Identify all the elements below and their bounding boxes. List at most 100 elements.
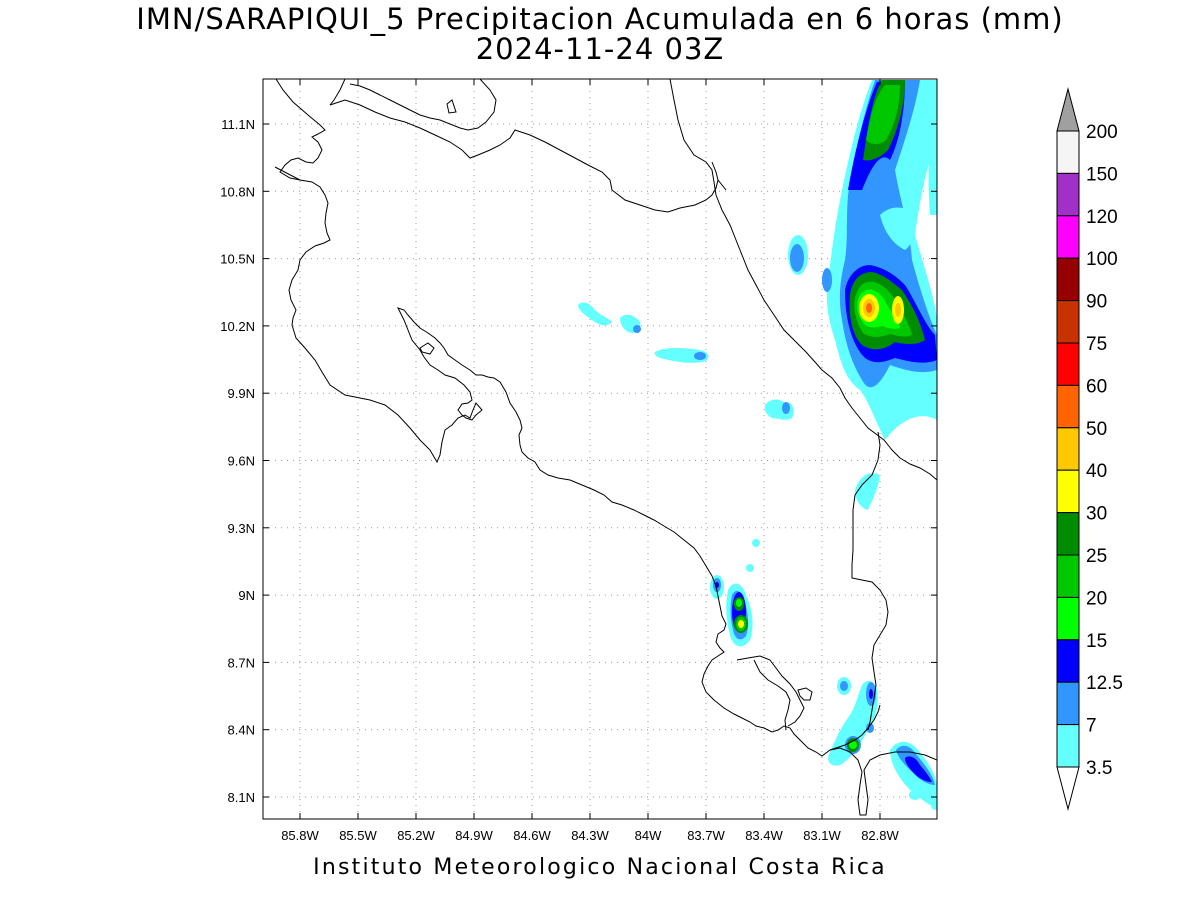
- colorbar-box: [1056, 724, 1080, 768]
- precip-area-cyan-2: [880, 207, 916, 250]
- precip-area-blue-3: [905, 756, 932, 782]
- precip-core-red: [866, 303, 872, 313]
- colorbar-label: 50: [1086, 419, 1107, 440]
- precip-cell-cyan-12: [909, 790, 921, 800]
- lat-tick-label: 10.8N: [220, 184, 255, 199]
- island-chira: [419, 342, 435, 355]
- precip-cell-lime-2: [849, 741, 857, 749]
- coastline-caribbean: [669, 79, 937, 481]
- precip-cell-lightblue-5: [782, 402, 790, 414]
- precip-area-green: [866, 85, 900, 145]
- precip-area-cyan-3: [855, 473, 880, 510]
- colorbar-label: 75: [1086, 334, 1107, 355]
- colorbar-box: [1056, 469, 1080, 514]
- precip-area-cyan-6: [828, 680, 878, 766]
- coastlines-and-borders: [274, 79, 937, 816]
- lon-tick-label: 84W: [635, 828, 662, 843]
- precip-cell-cyan-11: [931, 800, 937, 810]
- colorbar-box: [1056, 512, 1080, 556]
- precip-cell-cyan-7: [752, 539, 760, 547]
- precip-cell-yellow: [738, 620, 744, 628]
- map-gridlines: [263, 79, 937, 819]
- lat-tick-label: 9.6N: [228, 454, 255, 469]
- colorbar-label: 3.5: [1086, 758, 1112, 779]
- colorbar-box: [1056, 596, 1080, 641]
- chart-subtitle-datetime: 2024-11-24 03Z: [475, 32, 725, 66]
- precip-cell-cyan-5: [654, 348, 709, 363]
- colorbar-box: [1056, 681, 1080, 726]
- lon-tick-label: 82.8W: [861, 828, 899, 843]
- colorbar-box: [1056, 384, 1080, 429]
- colorbar-label: 120: [1086, 207, 1118, 228]
- colorbar-over-triangle: [1056, 87, 1080, 132]
- precip-cell-lightblue-7: [840, 681, 848, 691]
- precip-cell-lightblue: [790, 244, 804, 272]
- colorbar-label: 200: [1086, 122, 1118, 143]
- colorbar-label: 7: [1086, 716, 1097, 737]
- map-frame: [262, 78, 938, 820]
- lat-tick-label: 11.1N: [221, 117, 255, 132]
- colorbar-under-triangle: [1056, 766, 1080, 811]
- lat-tick-label: 9N: [238, 588, 255, 603]
- colorbar-label: 60: [1086, 376, 1107, 397]
- colorbar-label: 40: [1086, 461, 1107, 482]
- lon-tick-label: 85.8W: [281, 828, 319, 843]
- coastline-burica: [829, 704, 881, 751]
- colorbar-legend: 200 150 120 100 90 75 60 50 40 30 25 20 15 12.5 7 3.5: [1056, 87, 1123, 811]
- lon-tick-label: 84.9W: [455, 828, 493, 843]
- precip-cell-lime: [736, 599, 742, 607]
- colorbar-box: [1056, 427, 1080, 471]
- colorbar-box: [1056, 554, 1080, 598]
- coastline-nicaragua-lake: [329, 79, 497, 131]
- lon-tick-label: 85.5W: [339, 828, 377, 843]
- precip-cell-lightblue-2: [822, 268, 832, 292]
- precip-area-cyan-4: [928, 140, 937, 215]
- colorbar-label: 30: [1086, 504, 1107, 525]
- lat-tick-label: 9.9N: [228, 386, 255, 401]
- border-nicaragua: [274, 99, 727, 213]
- lon-tick-label: 84.3W: [571, 828, 609, 843]
- coastline-pacific: [275, 79, 937, 816]
- precip-cell-cyan-8: [746, 564, 754, 572]
- border-panama: [851, 431, 889, 731]
- colorbar-label: 150: [1086, 164, 1118, 185]
- lat-tick-label: 9.3N: [228, 521, 255, 536]
- precipitation-field: [578, 80, 937, 810]
- precip-cell-lightblue-9: [866, 723, 874, 733]
- coastline-osa-inner: [753, 659, 791, 731]
- lat-tick-label: 8.4N: [228, 723, 255, 738]
- lon-tick-label: 84.6W: [513, 828, 551, 843]
- colorbar-label: 20: [1086, 588, 1107, 609]
- longitude-axis: 85.8W 85.5W 85.2W 84.9W 84.6W 84.3W 84W 83.7W 83…: [281, 79, 900, 843]
- lat-tick-label: 8.1N: [228, 790, 255, 805]
- lat-tick-label: 10.5N: [220, 252, 255, 267]
- colorbar-box: [1056, 342, 1080, 386]
- lon-tick-label: 85.2W: [397, 828, 435, 843]
- colorbar-label: 15: [1086, 631, 1107, 652]
- precip-cell-cyan-3: [578, 302, 612, 326]
- colorbar-box: [1056, 257, 1080, 302]
- precip-core-orange-2: [895, 303, 901, 317]
- coastline-caribbean-north: [711, 161, 719, 181]
- chart-title: IMN/SARAPIQUI_5 Precipitacion Acumulada …: [136, 2, 1064, 36]
- lat-tick-label: 8.7N: [228, 655, 255, 670]
- colorbar-box: [1056, 130, 1080, 174]
- lon-tick-label: 83.7W: [687, 828, 725, 843]
- colorbar-label: 25: [1086, 546, 1107, 567]
- colorbar-label: 90: [1086, 292, 1107, 313]
- precip-cell-blue-3: [869, 689, 873, 699]
- lat-tick-label: 10.2N: [220, 319, 255, 334]
- coastline-osa-tip: [797, 687, 813, 701]
- precip-cell-lightblue-4: [694, 352, 706, 360]
- colorbar-box: [1056, 300, 1080, 344]
- latitude-axis: 11.1N 10.8N 10.5N 10.2N 9.9N 9.6N 9.3N 9N 8.7N 8.…: [220, 117, 937, 805]
- island-lake: [446, 99, 457, 114]
- lon-tick-label: 83.4W: [745, 828, 783, 843]
- precip-cell-lightblue-3: [633, 325, 641, 333]
- colorbar-label: 12.5: [1086, 673, 1123, 694]
- lon-tick-label: 83.1W: [803, 828, 841, 843]
- footer-credit: Instituto Meteorologico Nacional Costa R…: [313, 855, 887, 880]
- colorbar-box: [1056, 215, 1080, 259]
- colorbar-box: [1056, 172, 1080, 217]
